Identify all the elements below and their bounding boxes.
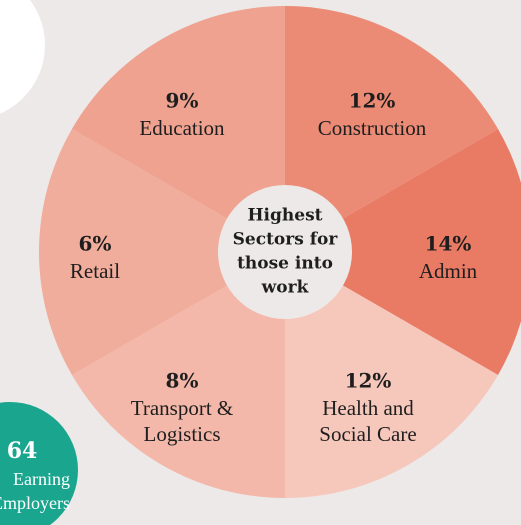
badge-number: 64 xyxy=(7,438,38,464)
badge: 64 Earning Employers xyxy=(0,402,78,525)
value-label: 8% xyxy=(166,369,199,393)
category-label: Retail xyxy=(70,259,120,283)
center-title: work xyxy=(261,278,310,298)
pie-slice xyxy=(285,6,499,252)
category-label: Health and xyxy=(322,396,414,420)
donut-hole xyxy=(218,185,352,319)
pie-slice xyxy=(285,129,521,375)
corner-circle xyxy=(0,0,45,114)
pie-slice xyxy=(71,252,285,498)
center-title: those into xyxy=(237,254,333,274)
pie-slice xyxy=(285,252,499,498)
pie-slice xyxy=(38,129,286,375)
value-label: 9% xyxy=(166,89,199,113)
category-label: Social Care xyxy=(319,422,416,446)
value-label: 6% xyxy=(79,232,112,256)
badge-text: Earning xyxy=(13,469,70,489)
center-title: Highest xyxy=(247,206,322,226)
pie-slice xyxy=(71,6,285,252)
category-label: Admin xyxy=(419,259,478,283)
badge-circle xyxy=(0,402,78,525)
value-label: 12% xyxy=(345,369,392,393)
value-label: 12% xyxy=(349,89,396,113)
badge-text: Employers xyxy=(0,493,70,513)
category-label: Transport & xyxy=(131,396,234,420)
center-title: Sectors for xyxy=(233,230,339,250)
category-label: Logistics xyxy=(144,422,221,446)
pie xyxy=(38,6,521,498)
category-label: Education xyxy=(139,116,225,140)
category-label: Construction xyxy=(318,116,427,140)
value-label: 14% xyxy=(425,232,472,256)
